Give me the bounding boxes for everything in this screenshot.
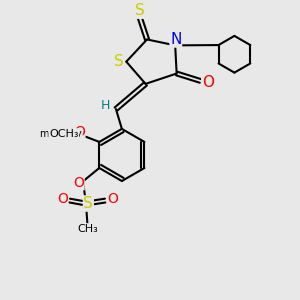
Text: N: N [170, 32, 182, 47]
Text: O: O [73, 176, 84, 190]
Text: O: O [57, 192, 68, 206]
Text: O: O [107, 192, 118, 206]
Text: S: S [114, 54, 124, 69]
Text: OCH₃: OCH₃ [49, 129, 79, 139]
Text: methoxy: methoxy [39, 129, 82, 139]
Text: O: O [74, 125, 85, 139]
Text: O: O [202, 75, 214, 90]
Text: CH₃: CH₃ [77, 224, 98, 234]
Text: S: S [83, 196, 93, 211]
Text: S: S [135, 3, 145, 18]
Text: H: H [101, 99, 110, 112]
